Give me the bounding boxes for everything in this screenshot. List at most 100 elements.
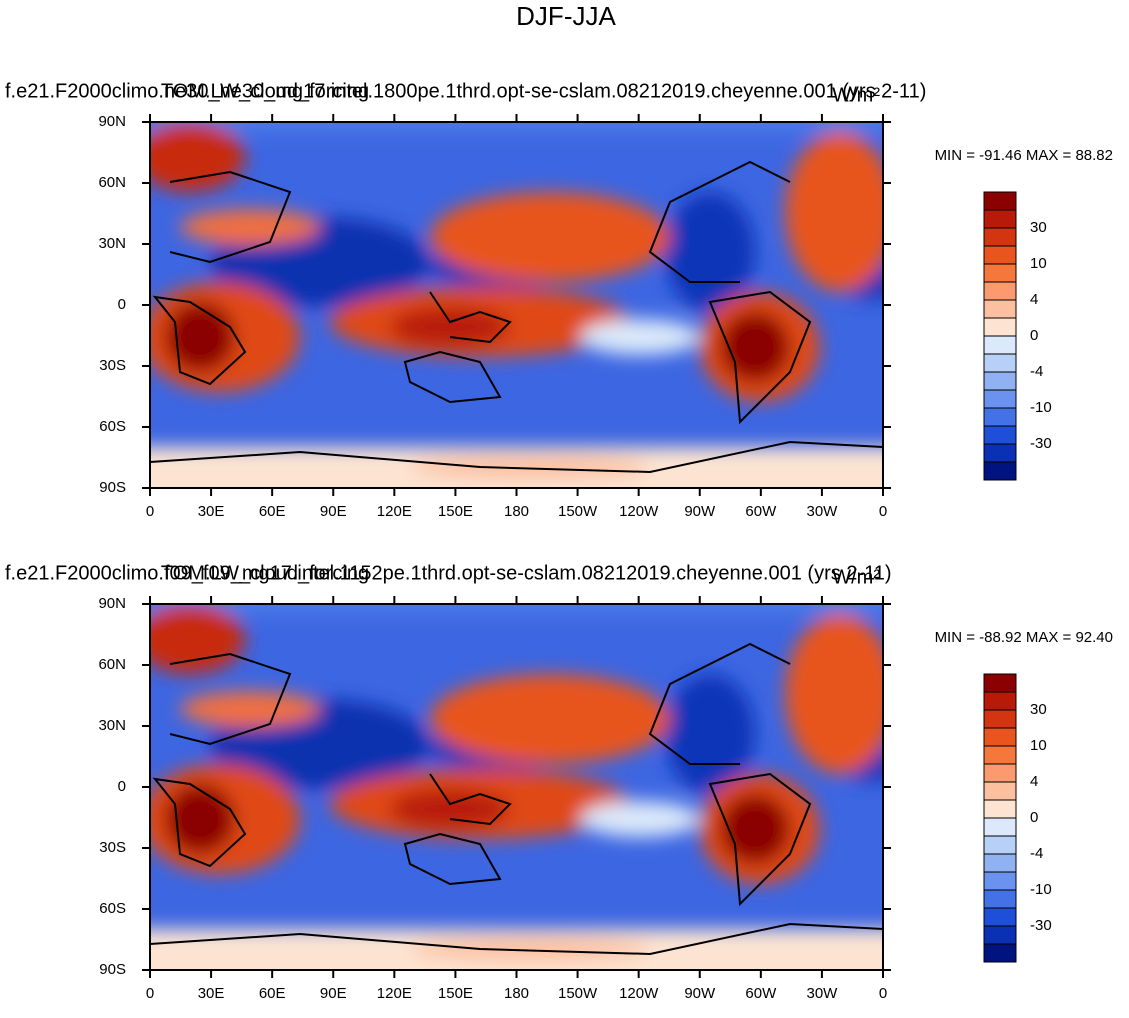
colorbar-box [983, 461, 1017, 481]
colorbar-box [983, 263, 1017, 283]
colorbar-label: -10 [1030, 399, 1052, 416]
x-tick-label: 120W [619, 503, 659, 520]
colorbar-box [983, 763, 1017, 783]
colorbar-box [983, 673, 1017, 693]
map-field [130, 102, 910, 507]
y-tick-label: 60N [98, 174, 126, 191]
colorbar-label: -30 [1030, 917, 1052, 934]
colorbar-box [983, 443, 1017, 463]
y-tick-label: 90N [98, 113, 126, 130]
colorbar-label: -30 [1030, 435, 1052, 452]
y-tick-label: 30S [99, 839, 126, 856]
contour-fill [130, 584, 910, 989]
x-tick-label: 120W [619, 985, 659, 1002]
center-title: TOM.LW_cloud_forcing [161, 562, 369, 584]
x-tick-label: 0 [879, 503, 887, 520]
colorbar-box [983, 209, 1017, 229]
colorbar-label: -4 [1030, 845, 1043, 862]
colorbar-box [983, 907, 1017, 927]
x-tick-label: 0 [146, 503, 154, 520]
colorbar-box [983, 799, 1017, 819]
x-tick-label: 120E [377, 503, 412, 520]
map-field [130, 584, 910, 989]
colorbar-box [983, 407, 1017, 427]
colorbar-box [983, 745, 1017, 765]
y-tick-label: 0 [118, 296, 126, 313]
colorbar-label: 10 [1030, 737, 1047, 754]
colorbar-box [983, 389, 1017, 409]
colorbar-box [983, 727, 1017, 747]
colorbar-box [983, 425, 1017, 445]
contour-fill [130, 102, 910, 507]
center-title: TOM.LW_cloud_forcing [161, 80, 369, 102]
colorbar-box [983, 943, 1017, 963]
colorbar-box [983, 835, 1017, 855]
colorbar-label: 30 [1030, 219, 1047, 236]
x-tick-label: 120E [377, 985, 412, 1002]
y-tick-label: 30N [98, 717, 126, 734]
y-tick-label: 90S [99, 961, 126, 978]
x-tick-label: 60E [259, 985, 286, 1002]
colorbar-label: -4 [1030, 363, 1043, 380]
y-tick-label: 30N [98, 235, 126, 252]
x-tick-label: 30W [806, 985, 838, 1002]
x-tick-label: 30W [806, 503, 838, 520]
colorbar-box [983, 871, 1017, 891]
x-tick-label: 0 [146, 985, 154, 1002]
colorbar-box [983, 191, 1017, 211]
y-tick-label: 90S [99, 479, 126, 496]
colorbar-box [983, 925, 1017, 945]
y-tick-label: 60S [99, 418, 126, 435]
colorbar-box [983, 709, 1017, 729]
colorbar-box [983, 353, 1017, 373]
x-tick-label: 180 [504, 503, 529, 520]
y-tick-label: 0 [118, 778, 126, 795]
x-tick-label: 60W [745, 985, 777, 1002]
min-max: MIN = -88.92 MAX = 92.40 [935, 629, 1113, 646]
colorbar-label: 30 [1030, 701, 1047, 718]
colorbar-label: 0 [1030, 327, 1038, 344]
y-tick-label: 60N [98, 656, 126, 673]
colorbar-box [983, 299, 1017, 319]
x-tick-label: 180 [504, 985, 529, 1002]
colorbar-box [983, 691, 1017, 711]
y-tick-label: 60S [99, 900, 126, 917]
x-tick-label: 150W [558, 985, 598, 1002]
colorbar-label: 0 [1030, 809, 1038, 826]
colorbar-box [983, 317, 1017, 337]
figure-title: DJF-JJA [516, 1, 616, 31]
colorbar-box [983, 889, 1017, 909]
colorbar-box [983, 371, 1017, 391]
colorbar-box [983, 227, 1017, 247]
colorbar-label: -10 [1030, 881, 1052, 898]
x-tick-label: 30E [198, 985, 225, 1002]
x-tick-label: 0 [879, 985, 887, 1002]
y-tick-label: 30S [99, 357, 126, 374]
min-max: MIN = -91.46 MAX = 88.82 [935, 147, 1113, 164]
x-tick-label: 150W [558, 503, 598, 520]
left-title: f.e21.F2000climo.f09_f09_mg17.intel.1152… [5, 562, 891, 584]
colorbar-box [983, 281, 1017, 301]
colorbar-label: 10 [1030, 255, 1047, 272]
colorbar-box [983, 781, 1017, 801]
x-tick-label: 150E [438, 985, 473, 1002]
colorbar-box [983, 853, 1017, 873]
x-tick-label: 60W [745, 503, 777, 520]
colorbar-box [983, 245, 1017, 265]
x-tick-label: 30E [198, 503, 225, 520]
x-tick-label: 90W [684, 985, 716, 1002]
units: W/m² [832, 566, 880, 588]
colorbar-box [983, 817, 1017, 837]
x-tick-label: 150E [438, 503, 473, 520]
x-tick-label: 60E [259, 503, 286, 520]
left-title: f.e21.F2000climo.ne30_ne30_mg17.intel.18… [5, 80, 926, 102]
units: W/m² [832, 84, 880, 106]
x-tick-label: 90E [320, 985, 347, 1002]
colorbar-label: 4 [1030, 773, 1038, 790]
colorbar-label: 4 [1030, 291, 1038, 308]
colorbar-box [983, 335, 1017, 355]
x-tick-label: 90W [684, 503, 716, 520]
y-tick-label: 90N [98, 595, 126, 612]
x-tick-label: 90E [320, 503, 347, 520]
